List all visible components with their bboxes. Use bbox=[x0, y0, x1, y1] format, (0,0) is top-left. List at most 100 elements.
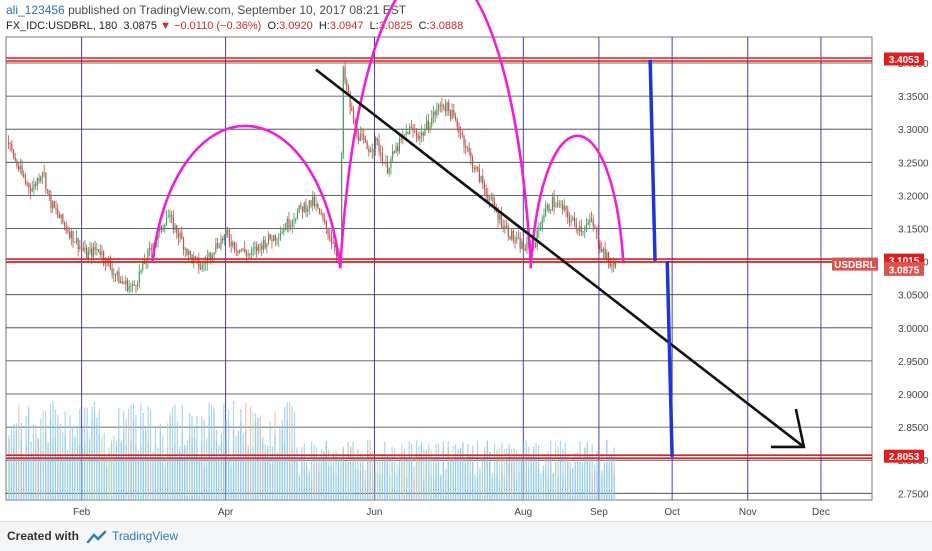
volume-bar bbox=[240, 420, 242, 500]
candle-body bbox=[483, 184, 486, 189]
candle-body bbox=[298, 205, 300, 212]
candle-body bbox=[92, 246, 95, 257]
volume-bar bbox=[433, 458, 435, 500]
candle-body bbox=[252, 248, 254, 250]
candle-body bbox=[97, 249, 100, 252]
volume-bar bbox=[408, 441, 410, 500]
volume-bar bbox=[291, 406, 293, 500]
candle-body bbox=[322, 214, 324, 219]
volume-bar bbox=[81, 427, 83, 500]
volume-bar bbox=[250, 406, 252, 500]
candle-body bbox=[386, 161, 389, 173]
candle-body bbox=[366, 141, 368, 149]
candle-body bbox=[40, 176, 42, 182]
candle-body bbox=[613, 262, 615, 265]
candle-body bbox=[126, 280, 129, 291]
candle-body bbox=[587, 222, 589, 225]
volume-bar bbox=[8, 438, 10, 500]
candle-body bbox=[426, 120, 428, 129]
candle-body bbox=[448, 102, 450, 111]
volume-bar bbox=[362, 455, 364, 500]
candle-body bbox=[539, 227, 542, 230]
volume-bar bbox=[281, 429, 283, 500]
volume-bar bbox=[498, 480, 501, 500]
candle-body bbox=[424, 128, 426, 136]
volume-bar bbox=[69, 457, 71, 500]
candle-body bbox=[48, 190, 50, 196]
volume-bar bbox=[369, 451, 371, 500]
candle-body bbox=[278, 238, 280, 240]
volume-bar bbox=[374, 471, 376, 500]
candle-body bbox=[351, 107, 353, 111]
candle-body bbox=[504, 225, 506, 229]
candle-body bbox=[220, 238, 222, 248]
candle-body bbox=[230, 241, 232, 246]
tradingview-brand-link[interactable]: TradingView bbox=[112, 529, 179, 543]
candle-body bbox=[177, 233, 180, 238]
volume-bar bbox=[596, 471, 598, 500]
candle-body bbox=[82, 248, 84, 251]
y-tick-label: 3.3000 bbox=[898, 125, 929, 136]
volume-bar bbox=[179, 451, 181, 500]
volume-bar bbox=[537, 464, 540, 500]
volume-bar bbox=[115, 446, 117, 500]
candle-body bbox=[24, 177, 27, 183]
candle-body bbox=[516, 237, 518, 241]
candle-body bbox=[432, 111, 435, 118]
volume-bar bbox=[569, 468, 571, 500]
volume-bar bbox=[540, 479, 542, 500]
volume-bar bbox=[49, 444, 52, 500]
volume-bar bbox=[467, 460, 469, 500]
volume-bar bbox=[337, 473, 340, 500]
candle-body bbox=[352, 110, 355, 124]
candle-body bbox=[21, 165, 23, 175]
volume-bar bbox=[557, 477, 559, 500]
volume-bar bbox=[174, 404, 176, 500]
author-link[interactable]: ali_123456 bbox=[6, 3, 65, 17]
candle-body bbox=[123, 282, 125, 284]
volume-bar bbox=[40, 418, 42, 500]
candle-body bbox=[596, 228, 598, 232]
candle-body bbox=[91, 248, 93, 257]
candle-body bbox=[114, 274, 117, 275]
volume-bar bbox=[518, 471, 520, 500]
candle-body bbox=[359, 134, 361, 141]
candle-body bbox=[125, 280, 127, 284]
y-tick-label: 3.2500 bbox=[898, 158, 929, 169]
arc-annotations bbox=[151, 0, 625, 269]
candle-body bbox=[614, 262, 616, 268]
candle-body bbox=[453, 110, 455, 117]
candle-body bbox=[567, 210, 569, 218]
candle-body bbox=[563, 206, 565, 211]
volume-bar bbox=[411, 459, 413, 500]
candle-body bbox=[279, 233, 282, 239]
candle-body bbox=[565, 206, 567, 211]
candle-body bbox=[599, 244, 601, 249]
volume-bar bbox=[289, 402, 291, 500]
volume-bar bbox=[442, 441, 444, 500]
y-axis: 3.40003.35003.30003.25003.20003.15003.10… bbox=[898, 59, 929, 500]
candle-body bbox=[441, 105, 443, 107]
candle-body bbox=[293, 220, 295, 222]
candle-body bbox=[169, 214, 171, 217]
volume-bar bbox=[476, 440, 479, 500]
candle-body bbox=[84, 247, 86, 251]
volume-bar bbox=[376, 459, 379, 500]
volume-bar bbox=[59, 452, 61, 500]
volume-bar bbox=[128, 408, 130, 500]
candle-body bbox=[487, 195, 489, 201]
candle-body bbox=[65, 225, 67, 231]
candle-body bbox=[111, 268, 113, 275]
candle-body bbox=[482, 176, 484, 185]
candle-body bbox=[376, 138, 378, 141]
volume-bar bbox=[218, 462, 220, 500]
candle-body bbox=[147, 250, 149, 263]
candle-body bbox=[555, 206, 557, 208]
price-chart[interactable]: 3.40003.35003.30003.25003.20003.15003.10… bbox=[0, 0, 932, 521]
volume-bar bbox=[252, 454, 254, 500]
volume-bar bbox=[586, 442, 588, 500]
candle-body bbox=[458, 126, 460, 134]
volume-bar bbox=[193, 437, 196, 500]
candle-body bbox=[460, 133, 462, 135]
x-tick-label: Sep bbox=[590, 507, 608, 518]
